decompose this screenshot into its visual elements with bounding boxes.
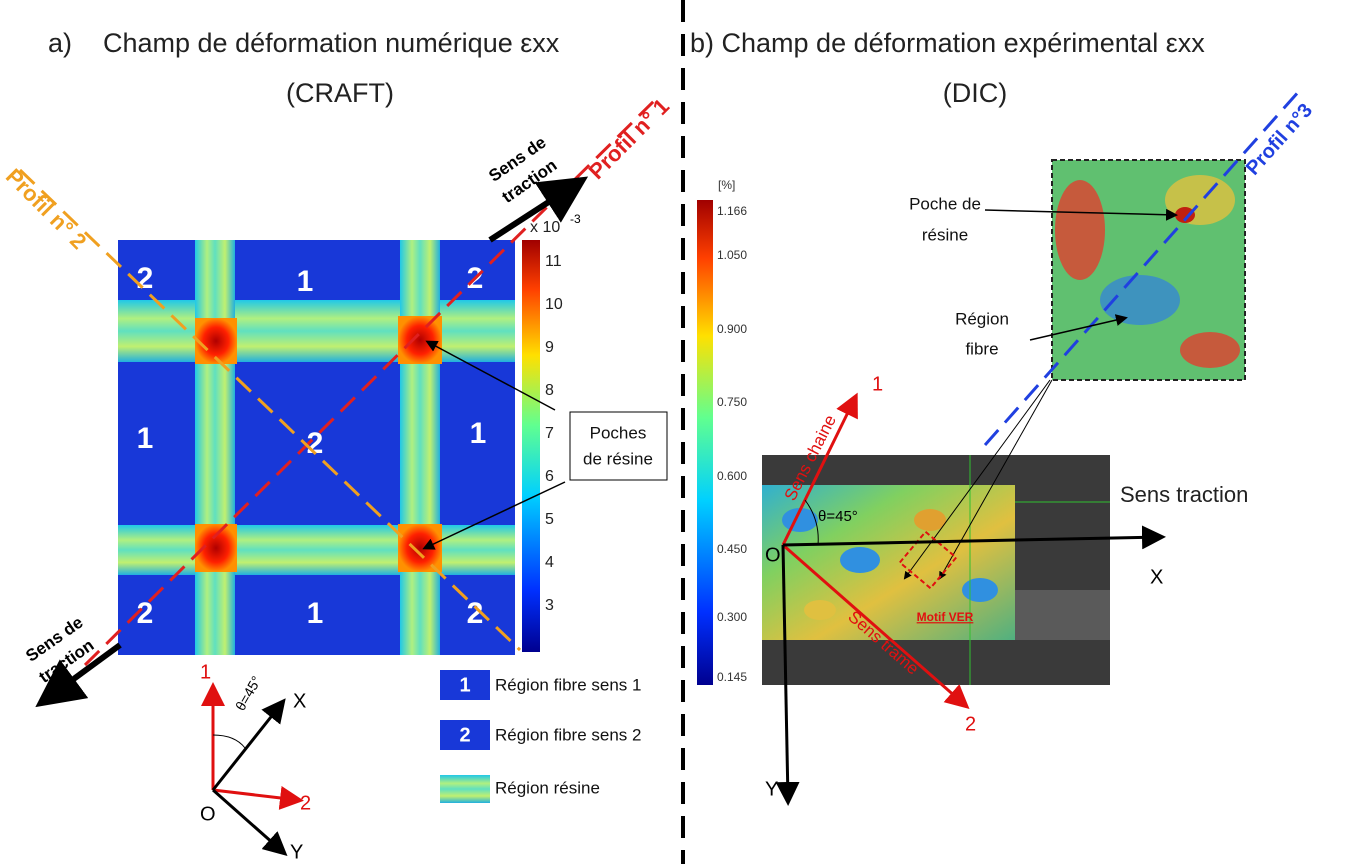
tick-label: 7 bbox=[545, 425, 554, 442]
origin-label: O bbox=[765, 544, 781, 566]
callout-text: Poches bbox=[590, 423, 647, 442]
callout-arrow bbox=[422, 481, 566, 550]
dic-image bbox=[762, 455, 1110, 685]
tick-label: 0.600 bbox=[717, 469, 747, 483]
title: Champ de déformation numérique εxx bbox=[103, 28, 560, 58]
angle-label: θ=45° bbox=[232, 673, 264, 713]
profile-line bbox=[983, 89, 1302, 446]
tick-label: 0.450 bbox=[717, 542, 747, 556]
traction-arrow bbox=[488, 176, 589, 243]
colorbar bbox=[522, 240, 540, 652]
legend: 1 Région fibre sens 1 2 Région fibre sen… bbox=[440, 670, 641, 803]
profile-label: Profil n° 2 bbox=[1, 164, 91, 254]
region-label: 2 bbox=[137, 262, 154, 295]
colorbar-ticks: 11 10 9 8 7 6 5 4 3 bbox=[545, 253, 563, 614]
axes-diagram: 1 2 X Y O θ=45° bbox=[200, 661, 311, 863]
legend-text: Région résine bbox=[495, 778, 600, 797]
legend-text: Région fibre sens 1 bbox=[495, 675, 641, 694]
axis-label: X bbox=[293, 690, 306, 712]
tick-label: 4 bbox=[545, 554, 554, 571]
annotation-arrow bbox=[984, 208, 1178, 221]
tick-label: 9 bbox=[545, 339, 554, 356]
traction-arrow bbox=[35, 642, 122, 708]
axis-label: 2 bbox=[965, 713, 976, 735]
axis-label: 2 bbox=[300, 792, 311, 814]
colorbar-ticks: 1.166 1.050 0.900 0.750 0.600 0.450 0.30… bbox=[717, 204, 747, 684]
annotation: fibre bbox=[965, 339, 998, 358]
axis-label: 1 bbox=[872, 373, 883, 395]
annotation-arrow bbox=[903, 379, 1051, 580]
annotation-arrow bbox=[1029, 314, 1128, 341]
tick-label: 10 bbox=[545, 296, 563, 313]
colorbar-unit: x 10 bbox=[530, 219, 560, 236]
axis-label: X bbox=[1150, 566, 1163, 588]
region-label: 2 bbox=[307, 427, 324, 460]
profile-line bbox=[18, 168, 522, 652]
annotation: résine bbox=[922, 225, 968, 244]
annotation-arrow bbox=[939, 379, 1053, 580]
tick-label: 1.050 bbox=[717, 248, 747, 262]
ver-label: Motif VER bbox=[917, 610, 974, 624]
panel-label: a) bbox=[48, 28, 72, 58]
tick-label: 0.145 bbox=[717, 670, 747, 684]
colorbar bbox=[697, 200, 713, 685]
subtitle: (DIC) bbox=[943, 78, 1007, 108]
region-label: 1 bbox=[470, 417, 487, 450]
region-label: 1 bbox=[137, 422, 154, 455]
heatmap bbox=[118, 240, 515, 655]
axis-label: Y bbox=[290, 841, 303, 863]
callout-arrow bbox=[425, 340, 556, 411]
callout-box bbox=[569, 411, 668, 481]
colorbar-unit: [%] bbox=[718, 178, 735, 192]
annotation: Poche de bbox=[909, 194, 981, 213]
profile-label: Profil n°3 bbox=[1242, 99, 1317, 179]
tick-label: 5 bbox=[545, 511, 554, 528]
tick-label: 0.300 bbox=[717, 610, 747, 624]
tick-label: 3 bbox=[545, 597, 554, 614]
legend-key: 2 bbox=[459, 724, 470, 746]
origin-label: O bbox=[200, 803, 216, 825]
title: b) Champ de déformation expérimental εxx bbox=[690, 28, 1205, 58]
tick-label: 0.900 bbox=[717, 322, 747, 336]
tick-label: 8 bbox=[545, 382, 554, 399]
tick-label: 0.750 bbox=[717, 395, 747, 409]
tick-label: 1.166 bbox=[717, 204, 747, 218]
region-label: 2 bbox=[467, 597, 484, 630]
region-label: 1 bbox=[297, 265, 314, 298]
tick-label: 6 bbox=[545, 468, 554, 485]
legend-text: Région fibre sens 2 bbox=[495, 725, 641, 744]
axis-label: 1 bbox=[200, 661, 211, 683]
traction-label: Sens traction bbox=[1120, 482, 1248, 507]
region-label: 2 bbox=[137, 597, 154, 630]
colorbar-exponent: -3 bbox=[570, 212, 581, 226]
axis-label: Y bbox=[765, 778, 778, 800]
legend-key: 1 bbox=[459, 674, 470, 696]
region-label: 1 bbox=[307, 597, 324, 630]
subtitle: (CRAFT) bbox=[286, 78, 394, 108]
annotation: Région bbox=[955, 309, 1009, 328]
dic-inset bbox=[1051, 159, 1246, 381]
angle-label: θ=45° bbox=[818, 508, 858, 525]
profile-label: Profil n° 1 bbox=[584, 94, 674, 184]
ver-box bbox=[898, 530, 958, 590]
callout-text: de résine bbox=[583, 449, 653, 468]
tick-label: 11 bbox=[545, 253, 562, 270]
